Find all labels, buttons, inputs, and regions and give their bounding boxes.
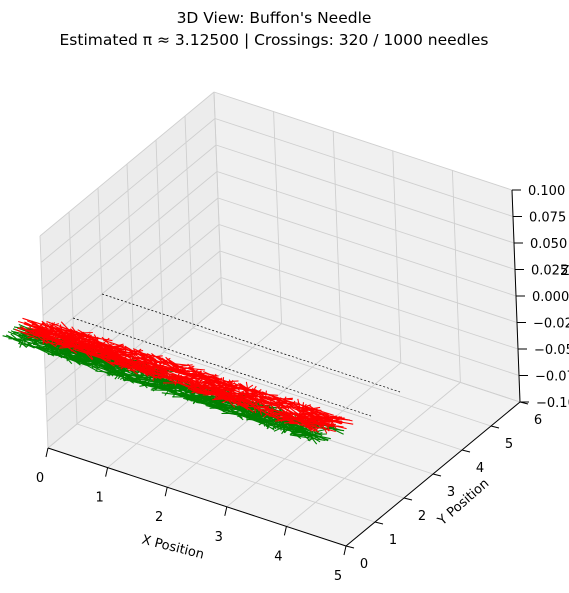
z-tick-label: −0.025 bbox=[533, 317, 569, 332]
z-tick-label: 0.100 bbox=[528, 184, 565, 199]
chart-subtitle: Estimated π ≈ 3.12500 | Crossings: 320 /… bbox=[60, 31, 489, 49]
x-tick-mark bbox=[284, 526, 286, 535]
z-axis-label: Z bbox=[561, 264, 569, 279]
z-tick-label: 0.000 bbox=[532, 290, 569, 305]
x-tick-label: 5 bbox=[334, 569, 342, 584]
chart-title: 3D View: Buffon's Needle bbox=[177, 9, 372, 27]
y-tick-label: 5 bbox=[505, 437, 513, 452]
y-axis-label: Y Position bbox=[434, 476, 492, 529]
needle bbox=[272, 425, 297, 426]
x-tick-mark bbox=[344, 546, 346, 555]
y-tick-mark bbox=[375, 522, 383, 524]
axes-panes bbox=[40, 92, 520, 546]
y-tick-label: 0 bbox=[360, 557, 368, 572]
x-tick-label: 4 bbox=[274, 549, 282, 564]
y-tick-label: 6 bbox=[534, 413, 542, 428]
y-tick-label: 3 bbox=[447, 485, 455, 500]
x-tick-mark bbox=[225, 507, 227, 516]
y-tick-mark bbox=[346, 546, 354, 548]
z-tick-label: 0.075 bbox=[529, 211, 566, 226]
x-tick-mark bbox=[106, 468, 108, 477]
y-tick-label: 4 bbox=[476, 461, 484, 476]
y-tick-mark bbox=[491, 426, 499, 428]
x-tick-label: 1 bbox=[95, 491, 103, 506]
y-tick-mark bbox=[404, 498, 412, 500]
x-tick-mark bbox=[46, 448, 48, 457]
z-tick-label: 0.050 bbox=[530, 237, 567, 252]
needle bbox=[60, 325, 61, 334]
y-tick-label: 2 bbox=[418, 509, 426, 524]
x-tick-label: 2 bbox=[155, 510, 163, 525]
x-tick-mark bbox=[165, 487, 167, 496]
x-tick-label: 3 bbox=[215, 530, 223, 545]
x-tick-label: 0 bbox=[36, 471, 44, 486]
y-tick-label: 1 bbox=[389, 533, 397, 548]
z-tick-label: −0.075 bbox=[535, 370, 569, 385]
z-tick-label: −0.100 bbox=[536, 396, 569, 411]
y-tick-mark bbox=[433, 474, 441, 476]
y-tick-mark bbox=[462, 450, 470, 452]
x-axis-label: X Position bbox=[140, 533, 205, 563]
z-tick-label: −0.050 bbox=[534, 343, 569, 358]
